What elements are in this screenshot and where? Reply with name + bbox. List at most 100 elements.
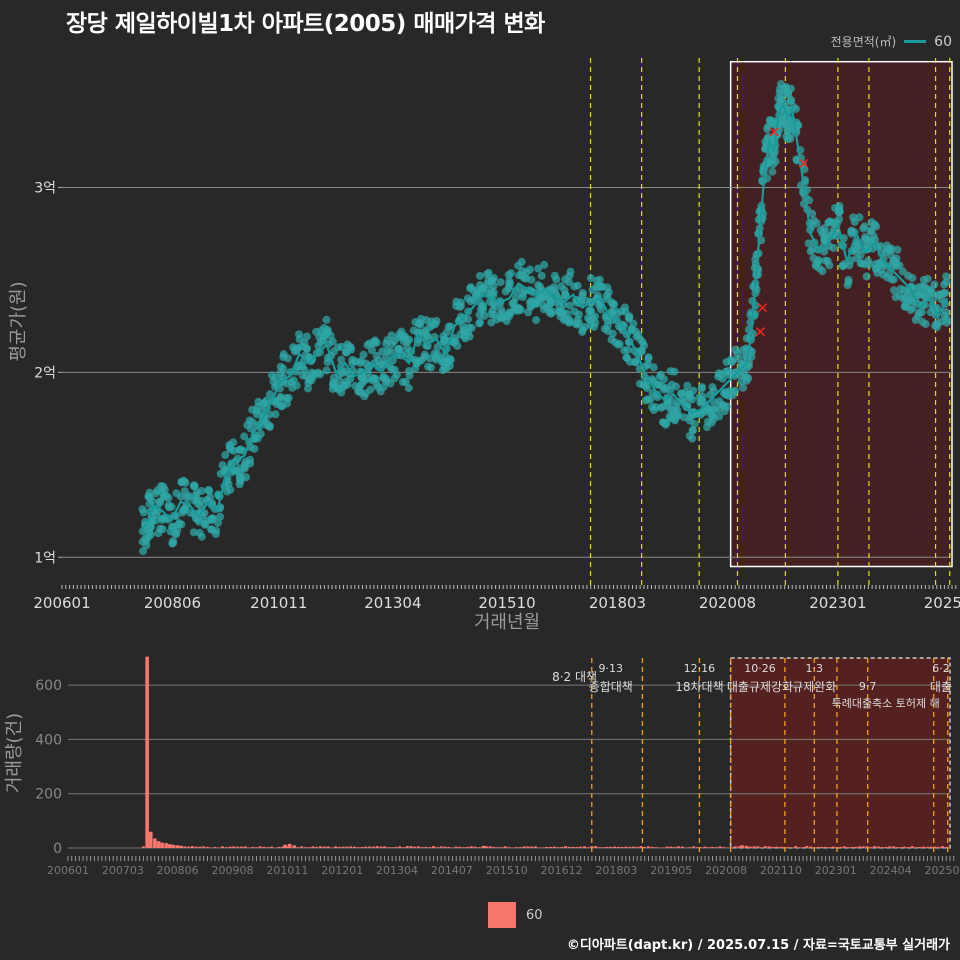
data-point bbox=[688, 434, 697, 443]
data-point bbox=[608, 309, 617, 318]
data-point bbox=[885, 244, 894, 253]
x-tick-label-bottom: 201905 bbox=[650, 864, 692, 877]
bar bbox=[447, 846, 451, 848]
bar bbox=[341, 846, 345, 848]
data-point bbox=[368, 339, 377, 348]
data-point bbox=[423, 331, 432, 340]
bar bbox=[454, 846, 458, 848]
data-point bbox=[940, 288, 949, 297]
bar bbox=[914, 847, 918, 848]
data-point bbox=[159, 482, 168, 491]
data-point bbox=[847, 227, 856, 236]
bar bbox=[763, 846, 767, 848]
data-point bbox=[942, 318, 951, 327]
credit-text: ©디아파트(dapt.kr) / 2025.07.15 / 자료=국토교통부 실… bbox=[566, 938, 950, 953]
bar bbox=[556, 847, 560, 848]
bar bbox=[533, 846, 537, 848]
data-point bbox=[642, 383, 651, 392]
data-point bbox=[139, 508, 148, 517]
bar bbox=[597, 847, 601, 848]
data-point bbox=[872, 222, 881, 231]
bar bbox=[707, 847, 711, 848]
bar bbox=[175, 845, 180, 848]
y-tick-label-bottom: 0 bbox=[53, 841, 62, 857]
data-point bbox=[784, 89, 793, 98]
data-point bbox=[390, 374, 399, 383]
data-point bbox=[526, 302, 535, 311]
data-point bbox=[585, 306, 594, 315]
data-point bbox=[571, 319, 580, 328]
data-point bbox=[737, 371, 746, 380]
x-tick-label-bottom: 200908 bbox=[212, 864, 254, 877]
bar bbox=[714, 847, 718, 848]
data-point bbox=[289, 343, 298, 352]
x-tick-label: 202301 bbox=[809, 594, 866, 612]
data-point bbox=[667, 396, 676, 405]
data-point bbox=[314, 341, 323, 350]
data-point bbox=[564, 278, 573, 287]
cross-marker bbox=[755, 327, 765, 337]
bar bbox=[236, 846, 240, 848]
x-tick-label-bottom: 200806 bbox=[157, 864, 199, 877]
bar bbox=[496, 847, 500, 848]
data-point bbox=[405, 335, 414, 344]
bar bbox=[907, 847, 911, 848]
data-point bbox=[708, 411, 717, 420]
data-point bbox=[673, 398, 682, 407]
data-point bbox=[808, 209, 817, 218]
bar bbox=[548, 846, 552, 848]
data-point bbox=[742, 376, 751, 385]
x-tick-label-bottom: 201011 bbox=[266, 864, 308, 877]
bar bbox=[854, 846, 858, 848]
data-point bbox=[525, 265, 534, 274]
data-point bbox=[158, 525, 167, 534]
y-tick-label-bottom: 600 bbox=[35, 678, 62, 694]
bar bbox=[567, 846, 571, 848]
data-point bbox=[825, 261, 834, 270]
data-point bbox=[715, 412, 724, 421]
data-point bbox=[404, 367, 413, 376]
bar bbox=[571, 846, 575, 848]
bar bbox=[594, 846, 598, 848]
bar bbox=[507, 847, 511, 848]
data-point bbox=[295, 335, 304, 344]
data-point bbox=[855, 213, 864, 222]
bar bbox=[711, 846, 715, 848]
y-tick-label-bottom: 200 bbox=[35, 787, 62, 803]
data-point bbox=[139, 547, 148, 556]
data-point bbox=[689, 386, 698, 395]
data-point bbox=[589, 322, 598, 331]
bar bbox=[187, 846, 191, 848]
bar bbox=[760, 847, 764, 848]
annotation-date: 9·7 bbox=[859, 680, 877, 693]
data-point bbox=[687, 395, 696, 404]
bar bbox=[684, 847, 688, 848]
bar bbox=[933, 846, 937, 848]
data-point bbox=[638, 338, 647, 347]
data-point bbox=[818, 267, 827, 276]
data-point bbox=[534, 281, 543, 290]
bar bbox=[337, 846, 341, 848]
data-point bbox=[381, 353, 390, 362]
data-point bbox=[595, 275, 604, 284]
bar bbox=[665, 846, 669, 848]
chart-title: 장당 제일하이빌1차 아파트(2005) 매매가격 변화 bbox=[66, 11, 545, 37]
bar bbox=[243, 846, 247, 848]
data-point bbox=[578, 289, 587, 298]
data-point bbox=[895, 261, 904, 270]
bar bbox=[319, 846, 323, 848]
data-point bbox=[565, 301, 574, 310]
data-point bbox=[727, 358, 736, 367]
bar bbox=[756, 846, 760, 848]
data-point bbox=[651, 403, 660, 412]
bar bbox=[352, 846, 356, 848]
bar bbox=[458, 846, 462, 848]
data-point bbox=[279, 364, 288, 373]
bar bbox=[891, 846, 895, 848]
data-point bbox=[588, 314, 597, 323]
legend-line-swatch bbox=[904, 40, 927, 43]
data-point bbox=[552, 275, 561, 284]
legend-label: 60 bbox=[934, 33, 952, 50]
data-point bbox=[490, 310, 499, 319]
